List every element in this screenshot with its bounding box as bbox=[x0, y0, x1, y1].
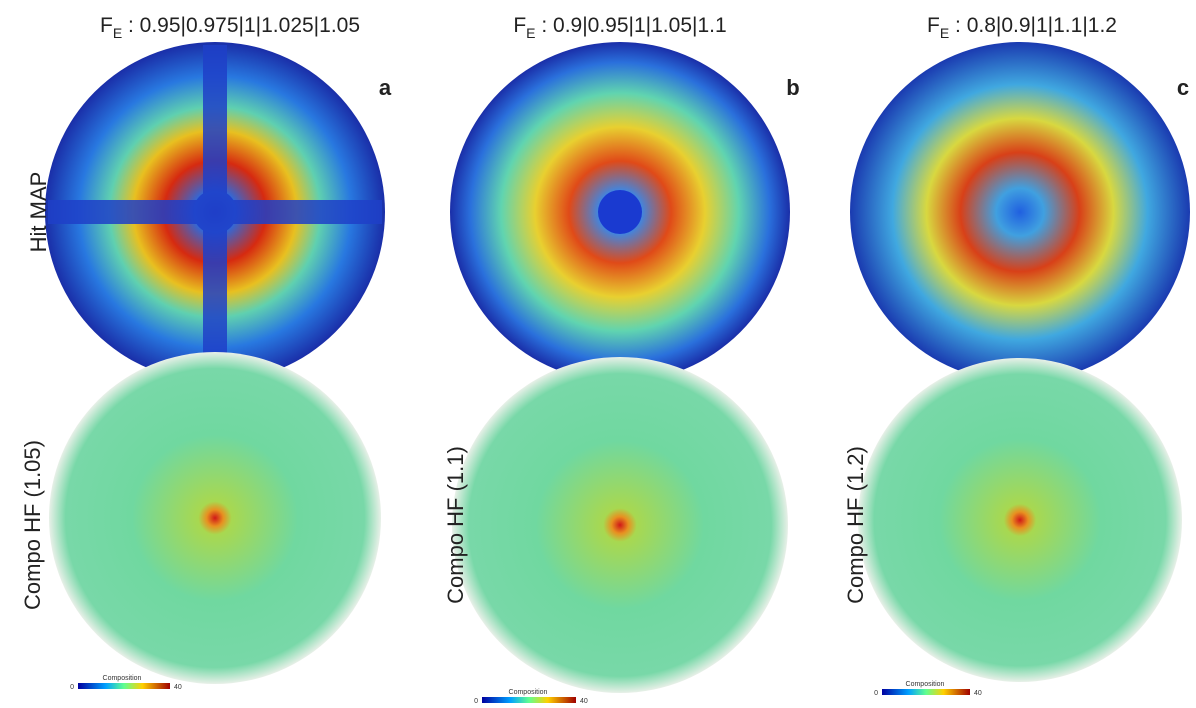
title-text: : 0.95|0.975|1|1.025|1.05 bbox=[122, 14, 360, 37]
colorbar: Composition 0 40 bbox=[474, 689, 588, 705]
column-title: FE : 0.9|0.95|1|1.05|1.1 bbox=[513, 14, 726, 41]
colorbar-max: 40 bbox=[174, 684, 182, 691]
row-label: Hit MAP bbox=[26, 172, 51, 253]
panel-letter: b bbox=[786, 75, 799, 100]
title-subscript: E bbox=[940, 25, 949, 41]
colorbar-title: Composition bbox=[509, 689, 548, 696]
colorbar-ramp bbox=[78, 683, 170, 689]
title-symbol: F bbox=[100, 14, 113, 37]
compo-label: Compo HF (1.2) bbox=[843, 446, 868, 604]
title-subscript: E bbox=[113, 25, 122, 41]
hit-map-pole bbox=[598, 190, 642, 234]
column-title: FE : 0.95|0.975|1|1.025|1.05 bbox=[100, 14, 360, 41]
title-symbol: F bbox=[927, 14, 940, 37]
colorbar-min: 0 bbox=[70, 684, 74, 691]
title-subscript: E bbox=[526, 25, 535, 41]
compo-map bbox=[858, 358, 1182, 682]
compo-label: Compo HF (1.05) bbox=[20, 440, 45, 610]
hit-map bbox=[850, 42, 1190, 382]
panel-letter: c bbox=[1177, 75, 1189, 100]
title-text: : 0.8|0.9|1|1.1|1.2 bbox=[949, 14, 1117, 37]
colorbar-ramp bbox=[882, 689, 970, 695]
colorbar-ramp bbox=[482, 697, 576, 703]
colorbar: Composition 0 40 bbox=[70, 675, 182, 691]
compo-label: Compo HF (1.1) bbox=[443, 446, 468, 604]
compo-map bbox=[452, 357, 788, 693]
colorbar-min: 0 bbox=[874, 690, 878, 697]
colorbar-max: 40 bbox=[974, 690, 982, 697]
colorbar-title: Composition bbox=[103, 675, 142, 682]
colorbar: Composition 0 40 bbox=[874, 681, 982, 697]
compo-map bbox=[49, 352, 381, 684]
column-title: FE : 0.8|0.9|1|1.1|1.2 bbox=[927, 14, 1117, 41]
panel-letter: a bbox=[379, 75, 392, 100]
title-text: : 0.9|0.95|1|1.05|1.1 bbox=[536, 14, 727, 37]
colorbar-max: 40 bbox=[580, 698, 588, 705]
hit-map-pattern bbox=[48, 45, 382, 379]
colorbar-min: 0 bbox=[474, 698, 478, 705]
colorbar-title: Composition bbox=[906, 681, 945, 688]
title-symbol: F bbox=[513, 14, 526, 37]
